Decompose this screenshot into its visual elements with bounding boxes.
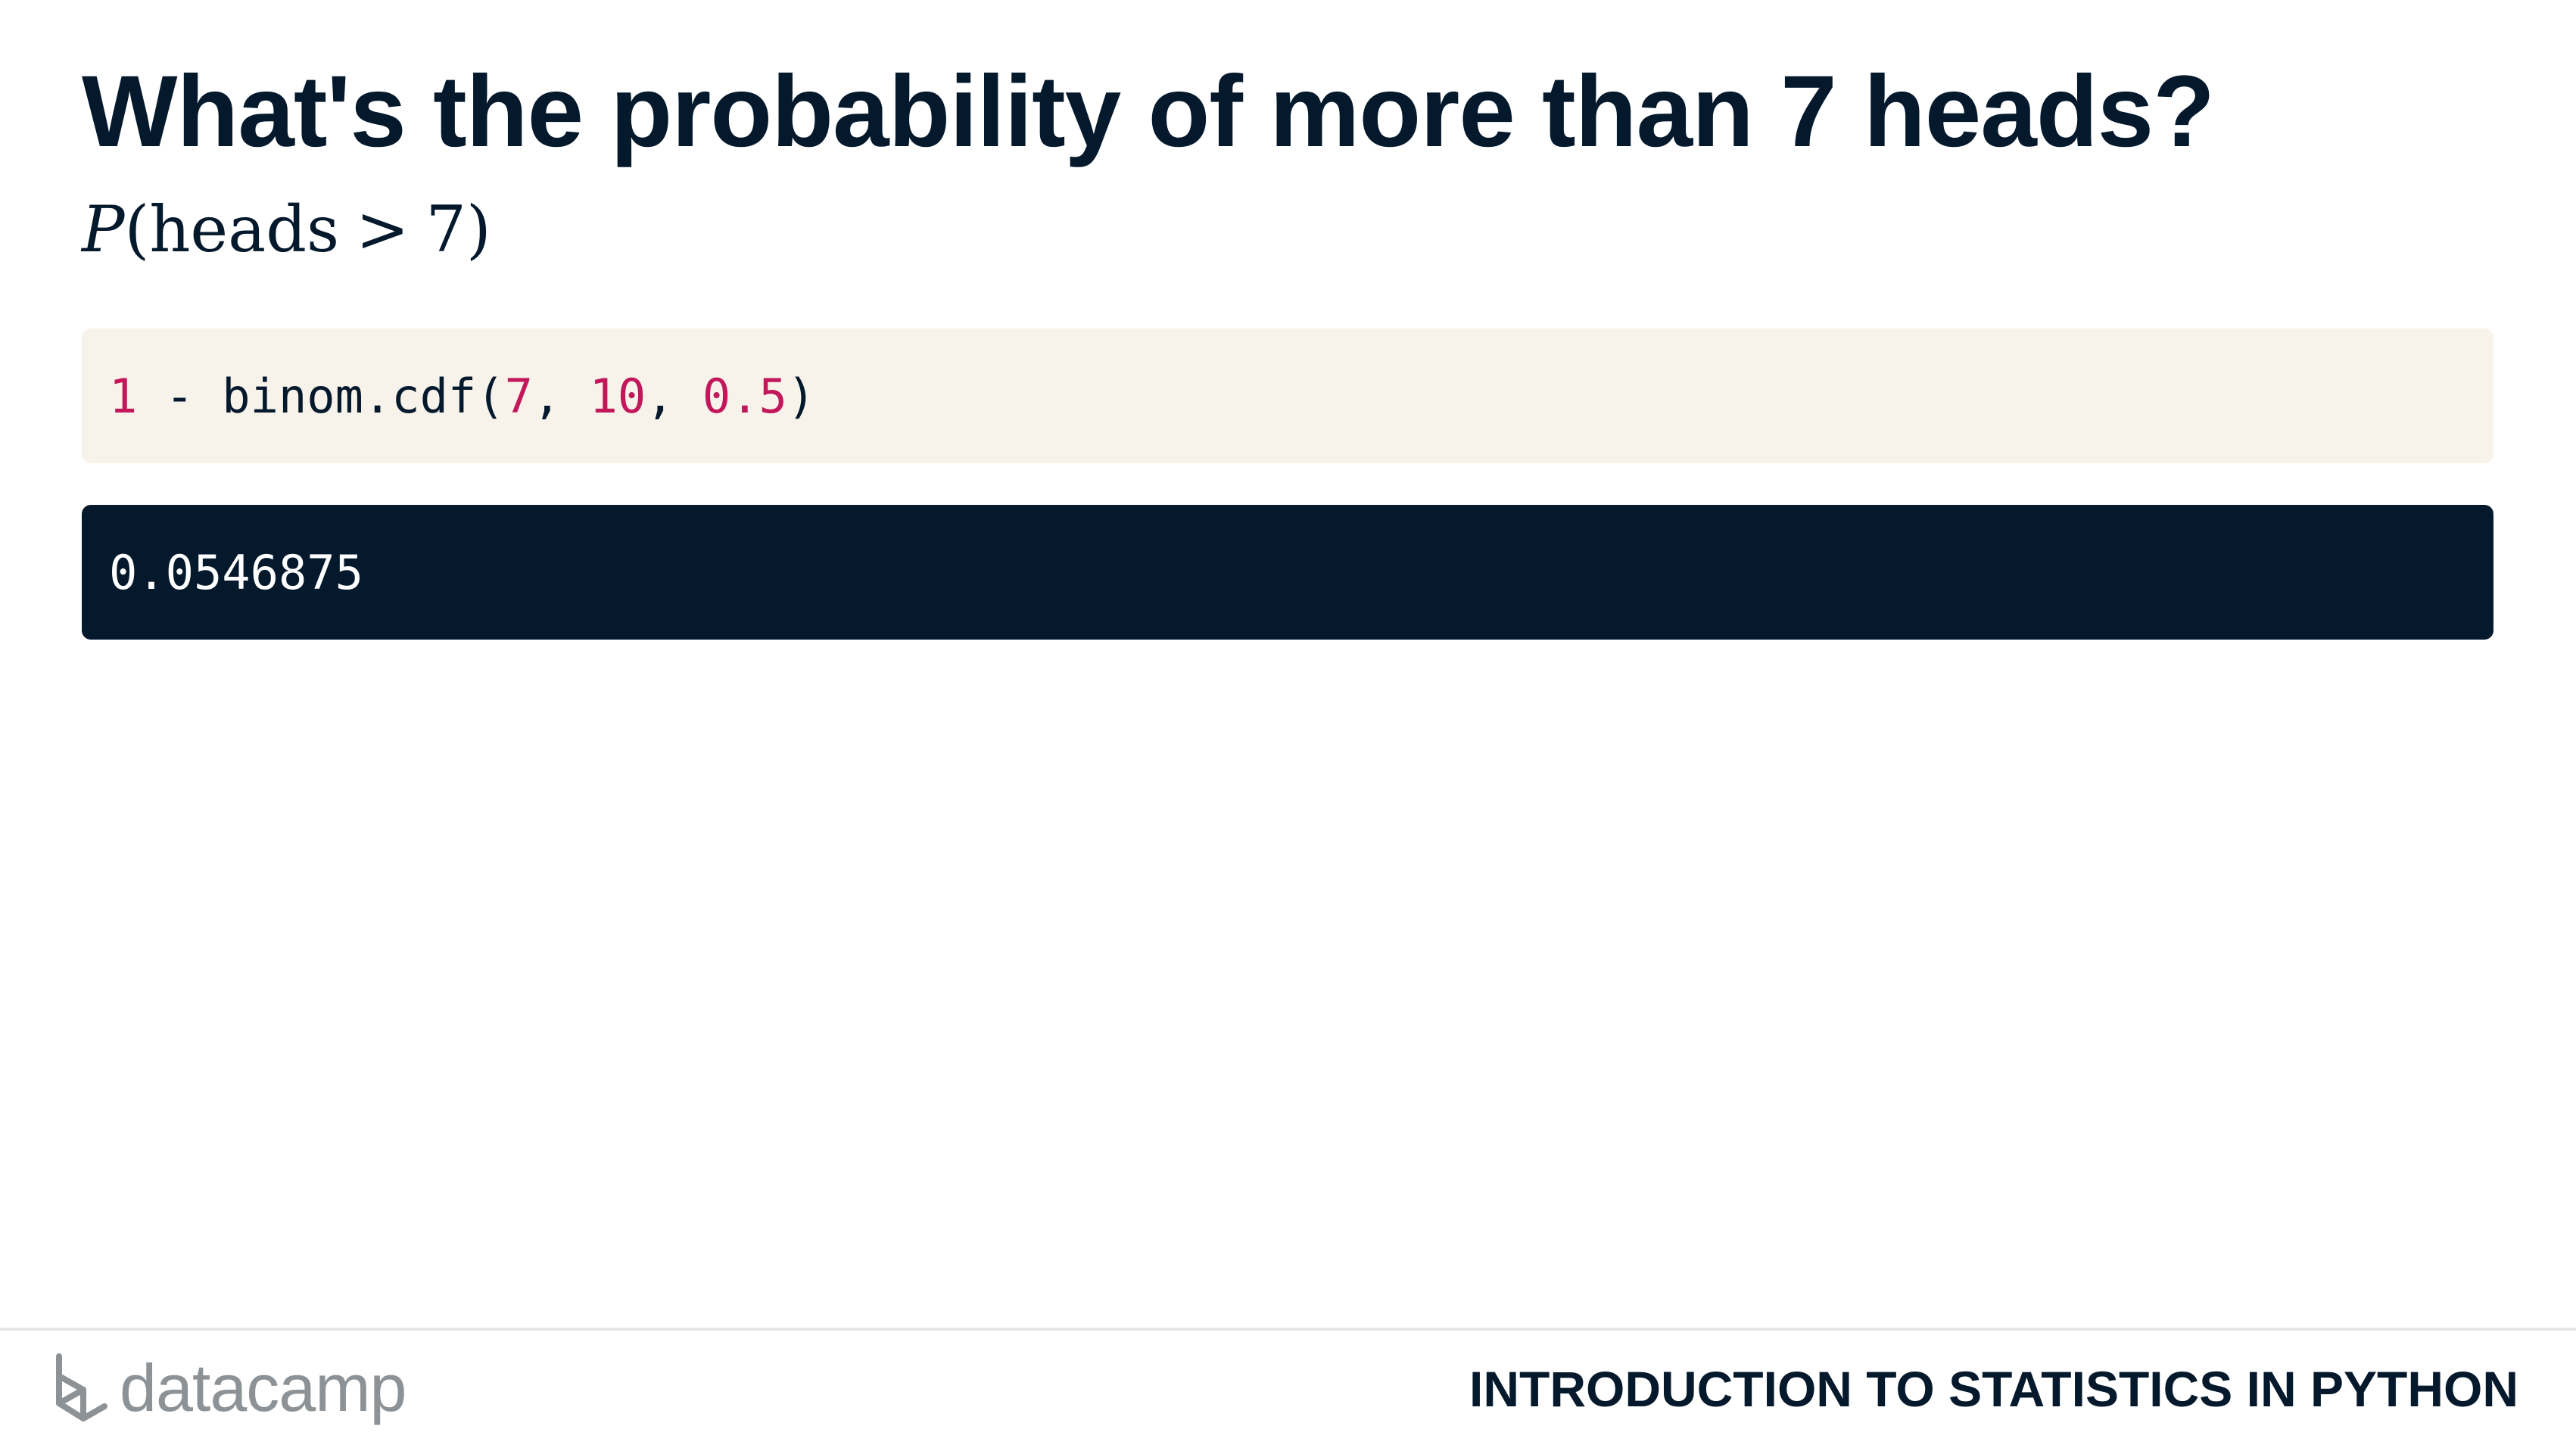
code-number: 10: [589, 368, 646, 424]
code-number: 7: [504, 368, 533, 424]
slide-title: What's the probability of more than 7 he…: [82, 55, 2215, 168]
formula-open-paren: (: [124, 192, 150, 266]
formula-function: P: [82, 192, 125, 266]
code-text: - binom.cdf(: [137, 368, 505, 424]
footer-divider: [0, 1328, 2576, 1331]
code-text: ,: [646, 368, 702, 424]
code-text: ,: [532, 368, 590, 424]
formula-close-paren: ): [466, 192, 491, 266]
output-value: 0.0546875: [109, 544, 363, 600]
datacamp-logo-icon: [53, 1352, 109, 1425]
course-title: INTRODUCTION TO STATISTICS IN PYTHON: [1469, 1361, 2518, 1417]
formula-operator: >: [356, 192, 410, 266]
formula-value: 7: [425, 192, 466, 266]
code-text: ): [787, 368, 816, 424]
probability-formula: P(heads >7): [82, 188, 491, 271]
code-number: 1: [109, 368, 138, 424]
formula-word: heads: [149, 192, 340, 266]
datacamp-logo: datacamp: [53, 1350, 406, 1426]
datacamp-logo-text: datacamp: [120, 1350, 406, 1425]
code-block: 1 - binom.cdf(7, 10, 0.5): [82, 328, 2493, 463]
code-number: 0.5: [702, 368, 787, 424]
output-block: 0.0546875: [82, 505, 2493, 640]
